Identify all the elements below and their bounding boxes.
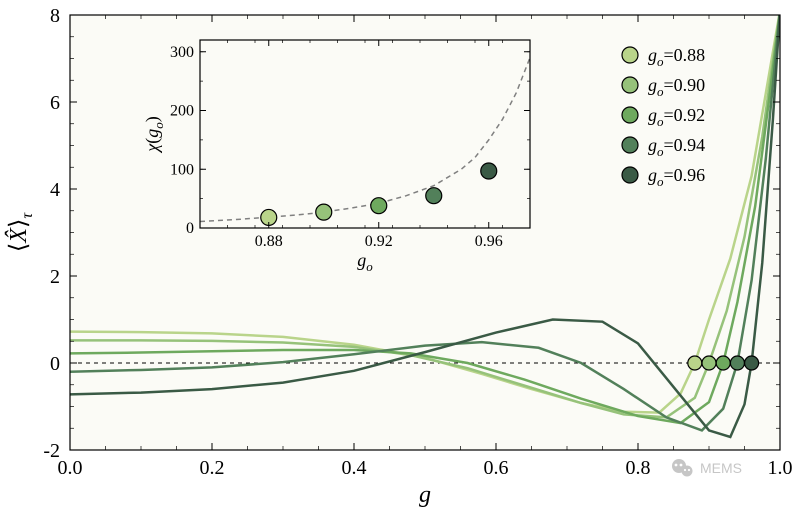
legend-marker-0 [622, 47, 638, 63]
ytick-label: 0 [50, 353, 60, 375]
main-marker-0.94 [730, 356, 744, 370]
legend-marker-1 [622, 77, 638, 93]
ytick-label: 6 [50, 92, 60, 114]
watermark: MEMS [672, 459, 742, 477]
x-axis-title: g [419, 482, 431, 508]
xtick-label: 1.0 [768, 457, 793, 479]
main-marker-0.9 [702, 356, 716, 370]
inset-ytick: 0 [186, 220, 194, 237]
xtick-label: 0.6 [484, 457, 509, 479]
legend-marker-4 [622, 167, 638, 183]
ytick-label: 2 [50, 266, 60, 288]
xtick-label: 0.8 [626, 457, 651, 479]
xtick-label: 0.2 [200, 457, 225, 479]
inset-xtick: 0.88 [255, 233, 283, 250]
inset-bg [200, 40, 530, 228]
legend-marker-2 [622, 107, 638, 123]
ytick-label: 8 [50, 5, 60, 27]
ytick-label: 4 [50, 179, 60, 201]
chart-svg: 0.0 0.2 0.4 0.6 0.8 1.0 -2 0 2 4 6 8 g ⟨X̂⟩τ 0.88 0.92 0… [0, 0, 800, 511]
xtick-label: 0.0 [58, 457, 83, 479]
inset-xtick: 0.96 [475, 233, 503, 250]
inset-xtick: 0.92 [365, 233, 393, 250]
y-axis-title: ⟨X̂⟩τ [5, 212, 36, 252]
inset-marker-0.96 [481, 163, 497, 179]
chart-container: 0.0 0.2 0.4 0.6 0.8 1.0 -2 0 2 4 6 8 g ⟨X̂⟩τ 0.88 0.92 0… [0, 0, 800, 511]
inset-ytick: 100 [170, 161, 194, 178]
main-marker-0.96 [745, 356, 759, 370]
inset-ytick: 200 [170, 103, 194, 120]
xtick-label: 0.4 [342, 457, 367, 479]
inset-marker-0.92 [371, 198, 387, 214]
inset-ytick: 300 [170, 44, 194, 61]
ytick-label: -2 [43, 440, 60, 462]
main-marker-0.88 [688, 356, 702, 370]
legend-marker-3 [622, 137, 638, 153]
watermark-text: MEMS [700, 460, 742, 476]
inset-marker-0.9 [316, 204, 332, 220]
main-marker-0.92 [716, 356, 730, 370]
inset-marker-0.94 [426, 188, 442, 204]
